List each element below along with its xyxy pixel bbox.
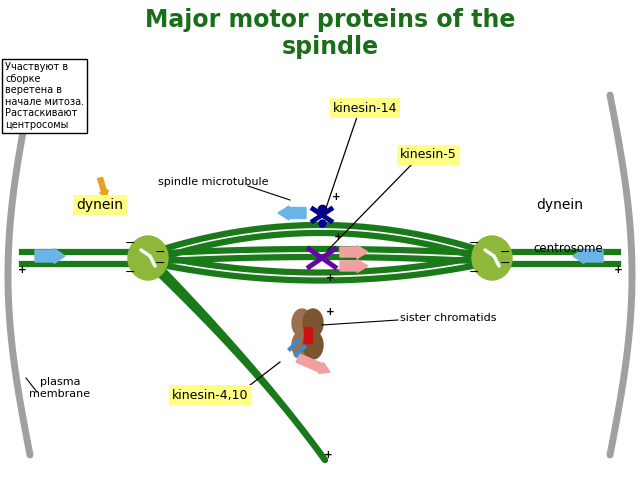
FancyArrow shape — [278, 206, 306, 220]
Text: kinesin-14: kinesin-14 — [333, 101, 397, 115]
FancyArrow shape — [98, 177, 108, 198]
Text: dynein: dynein — [536, 198, 584, 212]
Text: −: − — [125, 237, 135, 250]
Text: +: + — [324, 450, 332, 460]
Text: centrosome: centrosome — [533, 241, 603, 254]
Bar — [304, 327, 312, 343]
Ellipse shape — [292, 331, 312, 359]
FancyArrow shape — [340, 245, 368, 259]
Ellipse shape — [128, 236, 168, 280]
Text: −: − — [500, 245, 510, 259]
Text: +: + — [614, 265, 622, 275]
Text: Major motor proteins of the: Major motor proteins of the — [145, 8, 515, 32]
Text: −: − — [468, 237, 479, 250]
Ellipse shape — [303, 309, 323, 337]
FancyArrow shape — [573, 249, 603, 264]
Text: +: + — [332, 192, 340, 202]
Text: −: − — [155, 256, 165, 269]
Text: sister chromatids: sister chromatids — [400, 313, 497, 323]
Text: dynein: dynein — [77, 198, 124, 212]
Text: −: − — [155, 245, 165, 259]
FancyArrow shape — [340, 260, 368, 273]
Text: −: − — [125, 265, 135, 278]
Text: +: + — [326, 273, 334, 283]
Text: plasma
membrane: plasma membrane — [29, 377, 91, 399]
FancyArrow shape — [35, 249, 65, 264]
Ellipse shape — [303, 331, 323, 359]
Text: −: − — [500, 256, 510, 269]
Ellipse shape — [472, 236, 512, 280]
FancyArrow shape — [296, 354, 330, 373]
Text: +: + — [18, 265, 26, 275]
Text: kinesin-5: kinesin-5 — [399, 148, 456, 161]
Text: +: + — [333, 232, 342, 242]
Text: kinesin-4,10: kinesin-4,10 — [172, 388, 248, 401]
Text: −: − — [468, 265, 479, 278]
Ellipse shape — [292, 309, 312, 337]
Text: spindle microtubule: spindle microtubule — [157, 177, 268, 187]
Text: spindle: spindle — [282, 35, 379, 59]
Text: Участвуют в
сборке
веретена в
начале митоза.
Растаскивают
центросомы: Участвуют в сборке веретена в начале мит… — [5, 62, 84, 130]
Text: +: + — [326, 307, 334, 317]
